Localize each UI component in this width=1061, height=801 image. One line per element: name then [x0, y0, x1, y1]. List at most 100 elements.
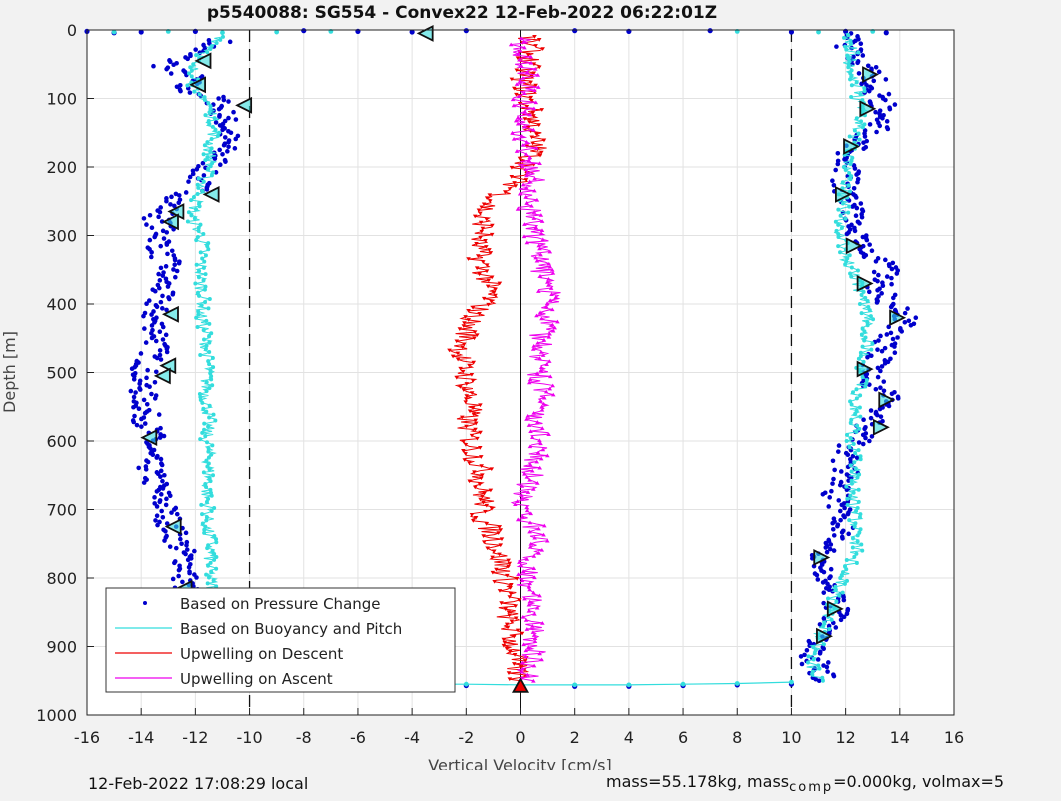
upwelling-descent-point — [487, 248, 492, 252]
pressure-change-point — [851, 186, 857, 191]
upwelling-descent-point — [507, 187, 513, 191]
pressure-change-point — [882, 358, 888, 363]
upwelling-ascent-point — [544, 362, 549, 366]
upwelling-descent-point — [461, 324, 467, 328]
pressure-change-point — [144, 222, 149, 227]
ascent-marker — [862, 66, 880, 83]
upwelling-ascent-point — [550, 322, 555, 327]
upwelling-ascent-point — [540, 353, 546, 357]
upwelling-descent-point — [469, 512, 475, 517]
upwelling-ascent-point — [521, 642, 526, 647]
pressure-change-point — [226, 144, 231, 150]
upwelling-descent-point — [484, 196, 490, 201]
upwelling-descent-point — [481, 500, 486, 505]
buoyancy-pitch-point — [822, 620, 827, 625]
pressure-change-point — [892, 389, 897, 395]
buoyancy-pitch-point — [214, 40, 219, 45]
buoyancy-pitch-point — [203, 434, 208, 439]
upwelling-descent-point — [458, 385, 463, 389]
upwelling-ascent-point — [547, 249, 553, 254]
pressure-change-point — [902, 310, 908, 316]
upwelling-ascent-point — [538, 398, 543, 403]
pressure-change-point — [133, 390, 138, 395]
buoyancy-pitch-point — [200, 430, 205, 435]
upwelling-ascent-point — [531, 633, 537, 637]
buoyancy-pitch-point — [208, 164, 213, 169]
upwelling-ascent-point — [520, 143, 526, 147]
upwelling-descent-point — [512, 662, 517, 666]
buoyancy-pitch-point — [734, 681, 740, 686]
pressure-change-point — [877, 286, 882, 292]
pressure-change-point — [174, 268, 180, 274]
upwelling-descent-point — [481, 296, 487, 301]
buoyancy-pitch-point — [215, 133, 220, 138]
pressure-change-point — [826, 623, 832, 629]
upwelling-descent-point — [513, 604, 519, 609]
buoyancy-pitch-point — [860, 344, 865, 349]
pressure-change-point — [866, 289, 872, 295]
buoyancy-pitch-point — [859, 292, 864, 297]
upwelling-descent-point — [531, 114, 536, 118]
x-tick-label: 2 — [570, 728, 580, 747]
upwelling-ascent-point — [536, 551, 541, 555]
buoyancy-pitch-point — [860, 326, 865, 331]
pressure-change-point — [821, 616, 827, 621]
buoyancy-pitch-point — [862, 338, 867, 343]
upwelling-descent-point — [462, 458, 468, 462]
buoyancy-pitch-point — [201, 231, 206, 236]
upwelling-descent-point — [506, 671, 512, 675]
upwelling-descent-point — [477, 312, 482, 316]
buoyancy-pitch-point — [848, 463, 853, 468]
buoyancy-pitch-point — [868, 314, 873, 319]
buoyancy-pitch-point — [206, 359, 211, 364]
pressure-change-point — [852, 225, 857, 231]
pressure-change-point — [138, 351, 144, 356]
upwelling-descent-point — [536, 38, 542, 42]
pressure-change-point — [855, 59, 861, 64]
upwelling-ascent-point — [536, 243, 542, 248]
upwelling-descent-point — [472, 470, 477, 475]
pressure-change-point — [129, 366, 135, 371]
pressure-change-point — [164, 307, 169, 313]
upwelling-ascent-point — [539, 657, 544, 662]
upwelling-ascent-point — [531, 678, 536, 683]
pressure-change-point — [184, 542, 189, 548]
pressure-change-point — [837, 508, 843, 514]
buoyancy-pitch-point — [202, 427, 207, 432]
upwelling-ascent-point — [546, 261, 552, 266]
buoyancy-pitch-point — [850, 390, 855, 395]
pressure-change-point — [131, 377, 137, 382]
pressure-change-point — [173, 274, 178, 280]
pressure-change-point — [194, 575, 199, 580]
pressure-change-point — [892, 350, 898, 356]
upwelling-ascent-point — [527, 529, 532, 534]
upwelling-descent-point — [488, 251, 494, 255]
upwelling-ascent-point — [519, 669, 525, 674]
upwelling-ascent-point — [546, 359, 552, 363]
buoyancy-pitch-point — [208, 107, 213, 112]
buoyancy-pitch-point — [857, 515, 862, 520]
buoyancy-pitch-point — [836, 231, 841, 236]
ascent-marker — [845, 237, 863, 255]
buoyancy-pitch-point — [198, 352, 203, 357]
buoyancy-pitch-point — [197, 92, 202, 97]
buoyancy-pitch-point — [191, 195, 196, 200]
pressure-change-point — [902, 319, 908, 325]
series-upwelling-ascent — [508, 36, 561, 683]
buoyancy-pitch-point — [826, 596, 831, 601]
buoyancy-pitch-point — [197, 204, 202, 209]
buoyancy-pitch-point — [196, 185, 201, 190]
pressure-change-point — [200, 160, 206, 166]
upwelling-ascent-point — [527, 155, 532, 159]
buoyancy-pitch-point — [864, 378, 869, 383]
pressure-change-point — [186, 179, 191, 184]
upwelling-descent-point — [472, 214, 478, 219]
upwelling-descent-point — [463, 315, 468, 319]
buoyancy-pitch-point — [812, 651, 817, 656]
upwelling-descent-point — [501, 637, 507, 642]
upwelling-ascent-point — [517, 57, 522, 62]
buoyancy-pitch-point — [865, 298, 870, 303]
pressure-change-point — [174, 84, 180, 90]
buoyancy-pitch-point — [203, 158, 208, 163]
upwelling-ascent-point — [523, 152, 529, 156]
